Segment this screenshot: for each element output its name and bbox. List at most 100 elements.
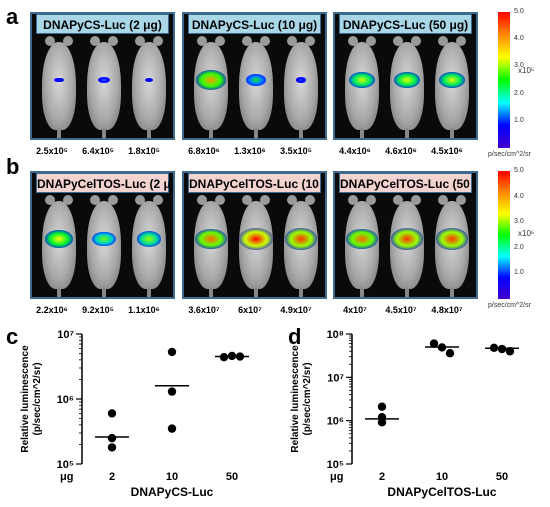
- luminescence-signal: [195, 228, 227, 250]
- data-point: [445, 349, 455, 358]
- colorbar-tick-label: 5.0: [514, 8, 524, 15]
- colorbar-tick-label: 1.0: [514, 269, 524, 277]
- row-b-group-label-3: DNAPyCelTOS-Luc (50 μg): [339, 173, 476, 193]
- row-a-mouse-2-3: [284, 36, 318, 130]
- row-b-value-3-1: 4x10⁷: [343, 305, 367, 315]
- row-b-mouse-3-1: [345, 195, 379, 289]
- y-axis-label: Relative luminescence: [20, 345, 31, 453]
- row-b-mouse-1-3: [132, 195, 166, 289]
- luminescence-signal: [284, 228, 318, 250]
- row-b-group-label-1: DNAPyCelTOS-Luc (2 μg): [36, 173, 173, 193]
- data-point: [107, 443, 117, 452]
- row-a-image-panel-2: DNAPyCS-Luc (10 μg): [182, 12, 327, 140]
- row-b-mouse-1-1: [42, 195, 76, 289]
- row-b-mouse-3-3: [435, 195, 469, 289]
- colorbar-tick-label: 3.0: [514, 62, 524, 70]
- x-tick-label: 10: [436, 471, 448, 483]
- row-b-mouse-2-2: [239, 195, 273, 289]
- luminescence-signal: [346, 228, 378, 250]
- y-tick-label: 10⁷: [57, 330, 74, 341]
- data-point: [167, 387, 177, 396]
- row-a-value-2-3: 3.5x10⁵: [280, 146, 312, 156]
- data-point: [107, 433, 117, 443]
- x-tick-label: 50: [226, 471, 238, 483]
- colorbar-b-exponent: x10⁶: [518, 229, 535, 238]
- row-a-value-1-1: 2.5x10⁵: [36, 146, 68, 156]
- row-a-mouse-2-1: [194, 36, 228, 130]
- row-a-value-3-1: 4.4x10⁶: [339, 146, 371, 156]
- colorbar-a: [498, 12, 510, 148]
- row-b-image-panel-3: DNAPyCelTOS-Luc (50 μg): [333, 171, 478, 299]
- row-b-image-panel-1: DNAPyCelTOS-Luc (2 μg): [30, 171, 175, 299]
- data-point: [377, 418, 387, 427]
- x-unit-label: μg: [60, 471, 73, 483]
- row-a-value-3-2: 4.6x10⁶: [385, 146, 417, 156]
- colorbar-tick-label: 5.0: [514, 167, 524, 174]
- luminescence-signal: [438, 71, 466, 89]
- x-tick-label: 50: [496, 471, 508, 483]
- y-tick-label: 10⁵: [57, 459, 74, 471]
- x-unit-label: μg: [330, 471, 343, 483]
- row-a-group-label-1: DNAPyCS-Luc (2 μg): [36, 14, 169, 34]
- row-b-mouse-3-2: [390, 195, 424, 289]
- panel-label-d: d: [288, 324, 302, 349]
- data-point: [107, 409, 117, 418]
- row-a-image-panel-3: DNAPyCS-Luc (50 μg): [333, 12, 478, 140]
- chart-c: 10⁵ 10⁶ 10⁷ Relative luminescence (p/sec/cm^…: [20, 330, 249, 499]
- row-b-value-2-3: 4.9x10⁷: [280, 305, 312, 315]
- luminescence-signal: [92, 231, 116, 247]
- luminescence-signal: [295, 77, 307, 83]
- row-a-mouse-3-1: [345, 36, 379, 130]
- data-point: [497, 344, 507, 354]
- luminescence-signal: [239, 228, 273, 250]
- row-a-mouse-2-2: [239, 36, 273, 130]
- colorbar-tick-label: 2.0: [514, 89, 524, 97]
- data-point: [429, 339, 439, 348]
- row-a-value-2-2: 1.3x10⁶: [234, 146, 266, 156]
- luminescence-signal: [45, 230, 73, 248]
- row-a-mouse-1-3: [132, 36, 166, 130]
- colorbar-tick-label: 1.0: [514, 116, 524, 124]
- colorbar-a-unit: p/sec/cm^2/sr: [488, 151, 531, 158]
- row-a-value-2-1: 6.8x10⁶: [188, 146, 220, 156]
- y-axis-label: Relative luminescence: [290, 345, 301, 453]
- x-axis-label: DNAPyCS-Luc: [131, 485, 214, 499]
- row-a-mouse-1-2: [87, 36, 121, 130]
- y-tick-label: 10⁵: [327, 459, 344, 471]
- luminescence-signal: [98, 76, 110, 84]
- chart-d: 10⁵ 10⁶ 10⁷ 10⁸ Relative luminescence (p/sec/…: [290, 330, 519, 499]
- colorbar-tick-label: 4.0: [514, 35, 524, 43]
- panel-label-b: b: [6, 154, 20, 179]
- luminescence-signal: [393, 71, 421, 89]
- colorbar-tick-label: 3.0: [514, 218, 524, 226]
- row-b-mouse-2-3: [284, 195, 318, 289]
- y-tick-label: 10⁸: [327, 330, 344, 341]
- x-tick-label: 2: [109, 471, 115, 483]
- row-a-group-label-3: DNAPyCS-Luc (50 μg): [339, 14, 472, 34]
- data-point: [377, 402, 387, 411]
- x-axis-label: DNAPyCelTOS-Luc: [387, 485, 496, 499]
- y-axis-label: (p/sec/cm^2/sr): [32, 362, 43, 435]
- luminescence-signal: [54, 77, 64, 83]
- panel-label-c: c: [6, 324, 19, 349]
- colorbar-a-exponent: x10⁵: [518, 66, 535, 75]
- row-a-value-1-3: 1.8x10⁵: [128, 146, 160, 156]
- row-b-value-3-3: 4.8x10⁷: [431, 305, 463, 315]
- row-b-mouse-2-1: [194, 195, 228, 289]
- y-tick-label: 10⁷: [327, 372, 344, 384]
- x-tick-label: 10: [166, 471, 178, 483]
- row-b-value-1-2: 9.2x10⁵: [82, 305, 114, 315]
- colorbar-tick-label: 2.0: [514, 243, 524, 251]
- row-a-mouse-1-1: [42, 36, 76, 130]
- luminescence-signal: [246, 73, 266, 87]
- row-b-group-label-2: DNAPyCelTOS-Luc (10 μg): [188, 173, 325, 193]
- x-tick-label: 2: [379, 471, 385, 483]
- data-point: [167, 424, 177, 433]
- luminescence-signal: [348, 71, 376, 89]
- row-b-value-2-2: 6x10⁷: [238, 305, 262, 315]
- luminescence-signal: [144, 77, 154, 83]
- row-b-value-1-1: 2.2x10⁶: [36, 305, 68, 315]
- colorbar-b: [498, 171, 510, 299]
- row-a-value-1-2: 6.4x10⁵: [82, 146, 114, 156]
- y-tick-label: 10⁶: [57, 394, 74, 406]
